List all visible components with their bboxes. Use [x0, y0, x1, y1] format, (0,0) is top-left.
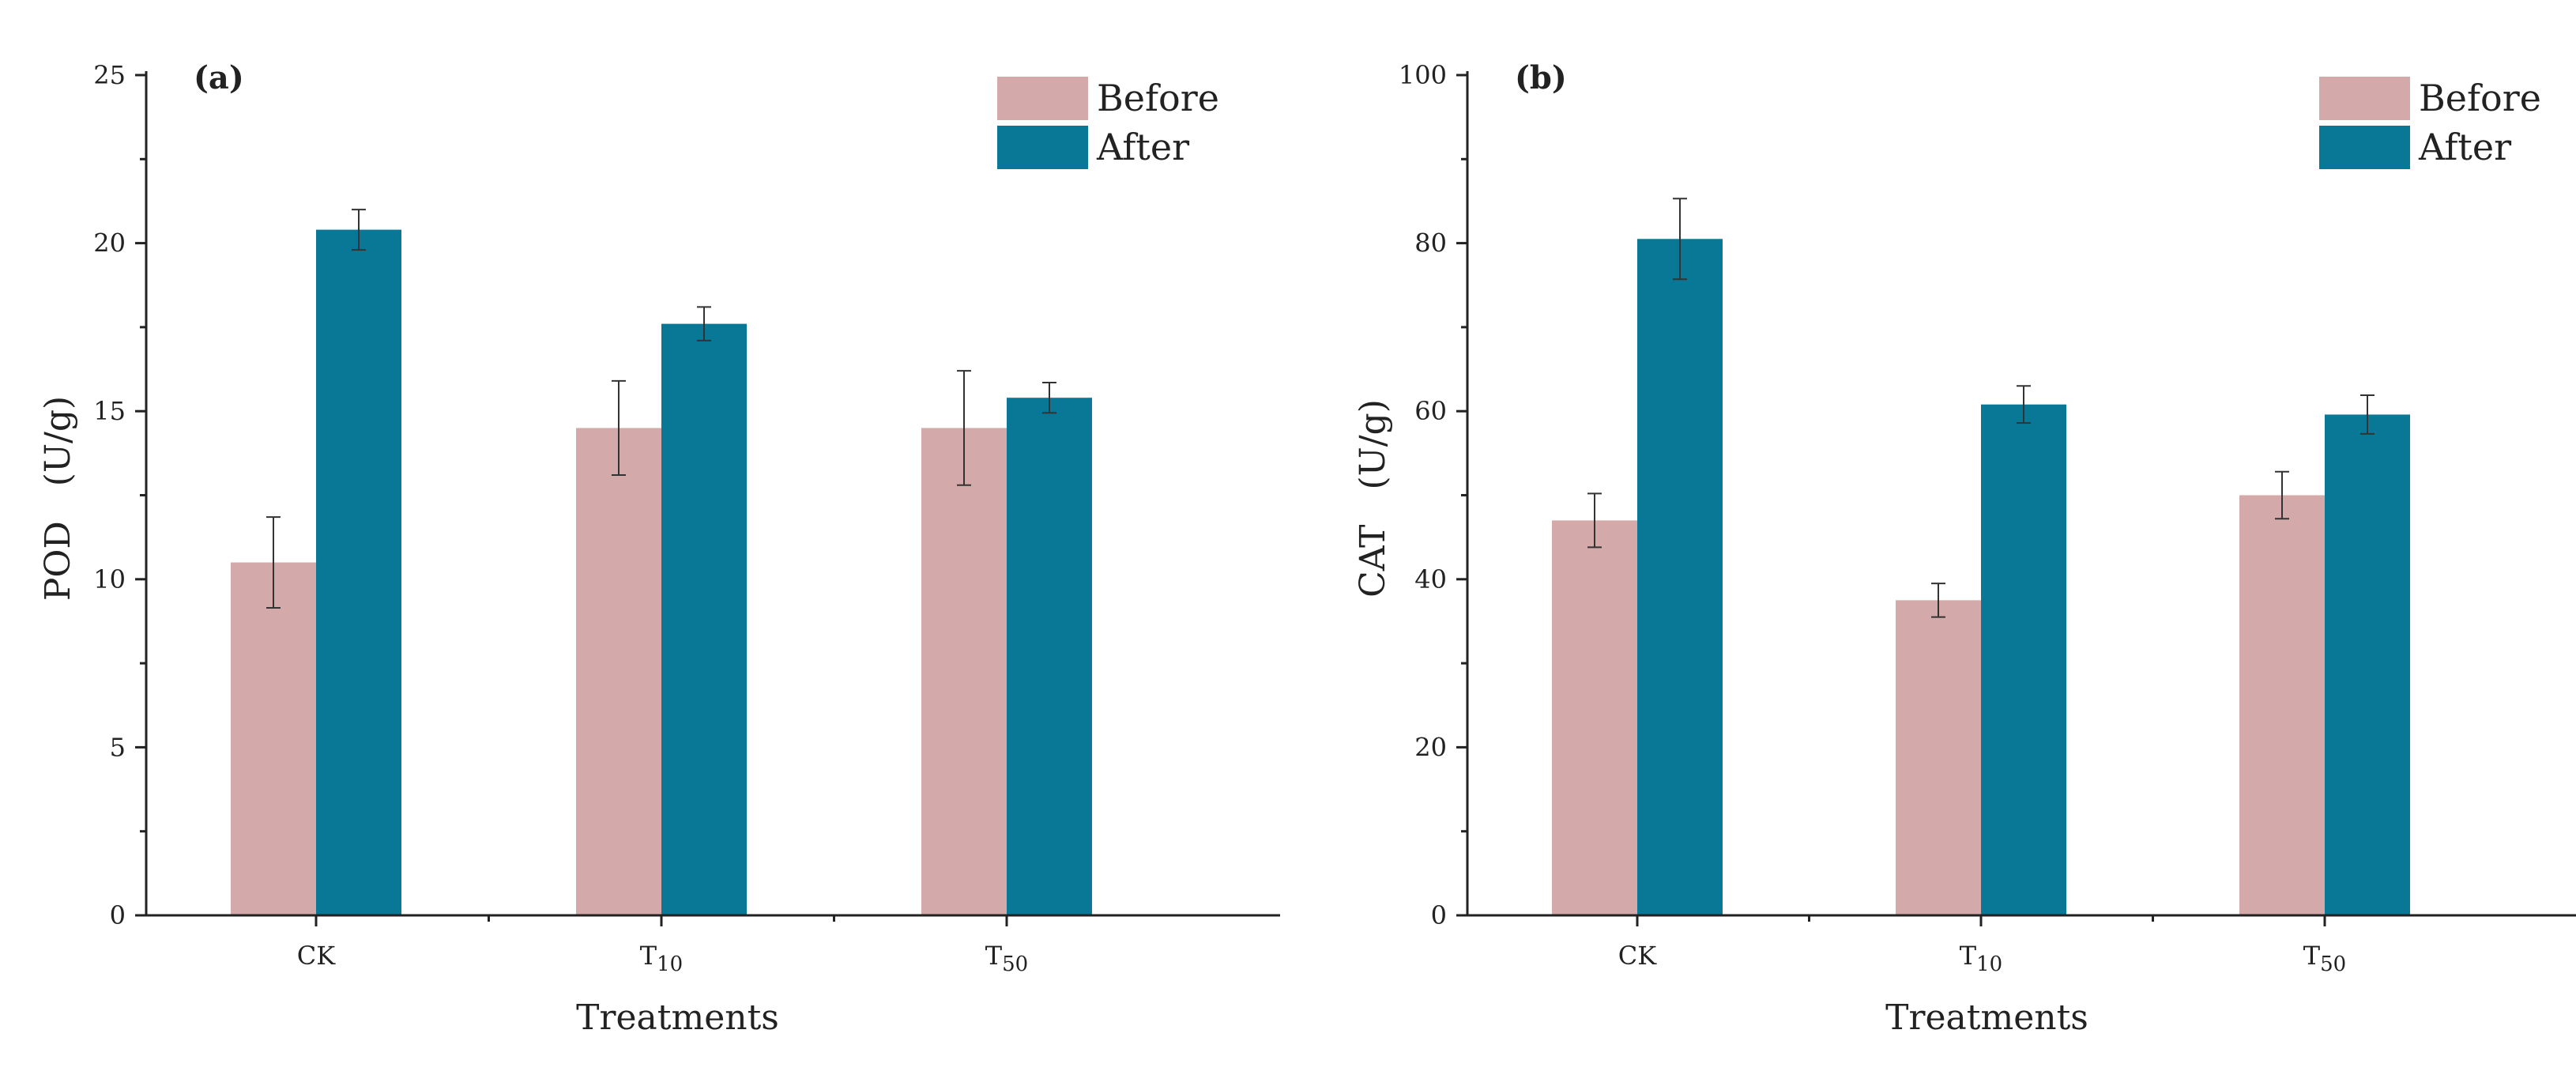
x-tick-label-0: CK: [297, 941, 336, 971]
error-bar-after-1: [2017, 385, 2031, 424]
legend-swatch-after: [997, 126, 1088, 169]
x-tick-label-main: CK: [297, 941, 336, 971]
x-tick-label-subscript: 50: [1002, 952, 1028, 976]
y-tick-label: 100: [1399, 60, 1447, 90]
x-tick-label-subscript: 10: [657, 952, 683, 976]
bar-after-1: [661, 323, 747, 915]
x-tick-label-main: T: [640, 941, 657, 971]
bar-after-0: [316, 229, 401, 915]
bar-after-2: [1007, 398, 1092, 915]
y-tick-label: 60: [1414, 396, 1447, 426]
bar-before-0: [1552, 520, 1637, 915]
panel-label: (a): [194, 59, 244, 96]
y-tick-label: 80: [1414, 228, 1447, 258]
bar-before-2: [921, 428, 1007, 915]
y-tick-label: 20: [1414, 732, 1447, 762]
legend-label-before: Before: [2419, 77, 2541, 119]
bar-before-1: [576, 428, 661, 915]
legend: Before After: [2319, 77, 2541, 169]
error-bar-before-1: [612, 379, 626, 476]
x-tick-label-main: T: [1960, 941, 1977, 971]
error-bar-after-2: [2360, 394, 2375, 435]
x-tick-label-main: CK: [1618, 941, 1657, 971]
bar-before-2: [2239, 495, 2325, 915]
bar-before-0: [231, 562, 316, 915]
panel-label: (b): [1515, 59, 1567, 96]
y-tick-label: 10: [93, 564, 126, 594]
error-bar-before-2: [957, 370, 971, 486]
error-bar-before-2: [2275, 470, 2289, 520]
legend-label-before: Before: [1097, 77, 1219, 119]
y-tick-label: 5: [110, 732, 126, 762]
x-axis-title: Treatments: [576, 998, 779, 1038]
y-tick-label: 20: [93, 228, 126, 258]
legend-swatch-before: [997, 77, 1088, 120]
x-tick-label-main: T: [985, 941, 1003, 971]
y-axis-title: CAT (U/g): [1353, 399, 1393, 598]
legend: Before After: [997, 77, 1219, 169]
x-tick-label-2: T50: [985, 941, 1028, 976]
x-axis-title: Treatments: [1885, 998, 2088, 1038]
y-tick-label: 15: [93, 396, 126, 426]
x-tick-label-0: CK: [1618, 941, 1657, 971]
legend-label-after: After: [1096, 126, 1189, 168]
y-tick-label: 0: [1431, 900, 1447, 930]
x-tick-label-1: T10: [1960, 941, 2002, 976]
error-bar-after-0: [352, 209, 366, 251]
legend-label-after: After: [2418, 126, 2511, 168]
bar-after-2: [2325, 414, 2410, 915]
bar-after-1: [1981, 404, 2066, 915]
x-tick-label-2: T50: [2303, 941, 2346, 976]
x-tick-label-subscript: 10: [1976, 952, 2002, 976]
legend-swatch-after: [2319, 126, 2410, 169]
y-tick-label: 40: [1414, 564, 1447, 594]
error-bar-before-1: [1931, 583, 1945, 618]
error-bar-after-0: [1673, 198, 1687, 281]
error-bar-before-0: [266, 516, 281, 609]
error-bar-after-2: [1042, 382, 1056, 414]
y-tick-label: 25: [93, 60, 126, 90]
x-tick-label-1: T10: [640, 941, 683, 976]
error-bar-after-1: [697, 306, 711, 341]
bar-before-1: [1896, 600, 1981, 915]
x-tick-label-main: T: [2303, 941, 2321, 971]
legend-swatch-before: [2319, 77, 2410, 120]
x-tick-label-subscript: 50: [2320, 952, 2346, 976]
bar-after-0: [1637, 239, 1723, 915]
y-tick-label: 0: [110, 900, 126, 930]
y-axis-title: POD (U/g): [38, 396, 78, 601]
error-bar-before-0: [1587, 492, 1602, 549]
